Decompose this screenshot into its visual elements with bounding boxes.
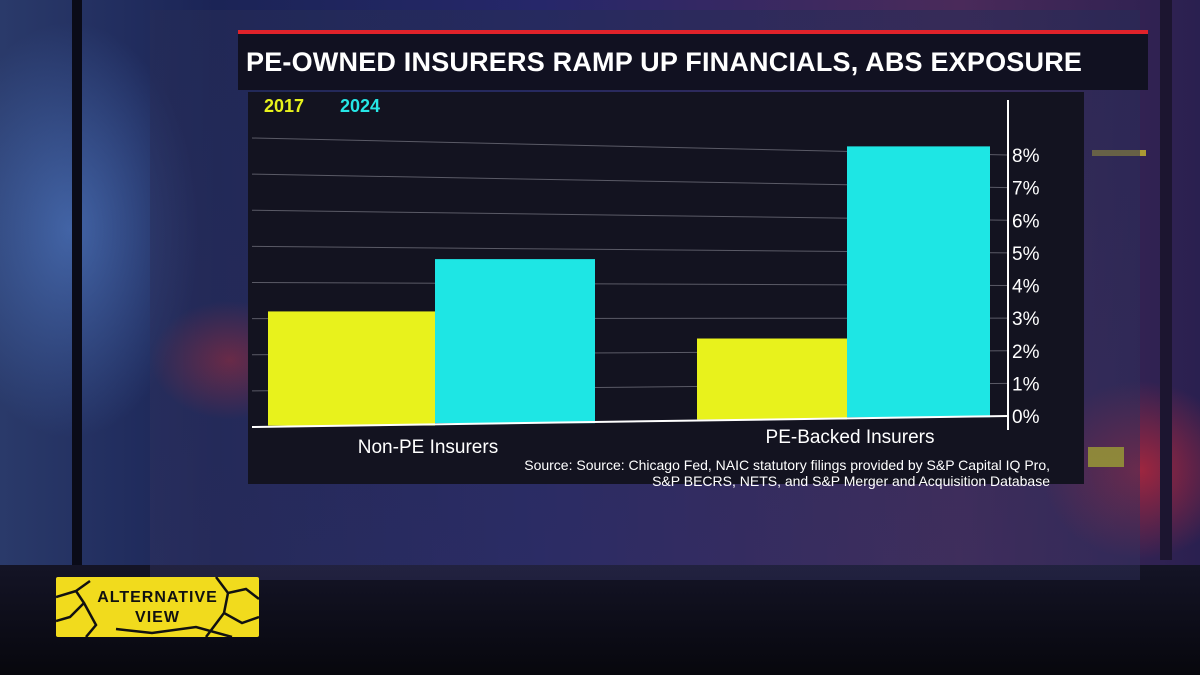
badge-line-1: ALTERNATIVE [97, 589, 218, 606]
y-tick-label: 8% [1012, 146, 1040, 167]
y-tick-label: 2% [1012, 342, 1040, 363]
y-tick-label: 3% [1012, 309, 1040, 330]
source-line-2: S&P BECRS, NETS, and S&P Merger and Acqu… [652, 473, 1050, 489]
category-label: PE-Backed Insurers [766, 427, 935, 448]
bar-2017-0 [268, 311, 435, 426]
bar-2024-0 [435, 259, 595, 424]
y-tick-label: 1% [1012, 374, 1040, 395]
y-tick-label: 5% [1012, 244, 1040, 265]
bar-2017-1 [697, 338, 847, 420]
source-line-1: Source: Source: Chicago Fed, NAIC statut… [524, 457, 1050, 473]
bar-2024-1 [847, 146, 990, 418]
alternative-view-badge: ALTERNATIVE VIEW [56, 577, 259, 637]
category-label: Non-PE Insurers [358, 437, 498, 458]
crack-pattern-icon [56, 577, 259, 637]
legend-2024: 2024 [340, 96, 381, 116]
legend-2017: 2017 [264, 96, 305, 116]
badge-line-2: VIEW [135, 609, 180, 626]
y-tick-label: 4% [1012, 277, 1040, 298]
headline-bar: PE-OWNED INSURERS RAMP UP FINANCIALS, AB… [238, 30, 1148, 90]
source-note: Source: Source: Chicago Fed, NAIC statut… [490, 457, 1050, 489]
x-axis-line [251, 415, 1009, 428]
chart-title: PE-OWNED INSURERS RAMP UP FINANCIALS, AB… [246, 47, 1083, 77]
y-tick-label: 6% [1012, 211, 1040, 232]
y-tick-label: 0% [1012, 407, 1040, 428]
y-tick-label: 7% [1012, 179, 1040, 200]
